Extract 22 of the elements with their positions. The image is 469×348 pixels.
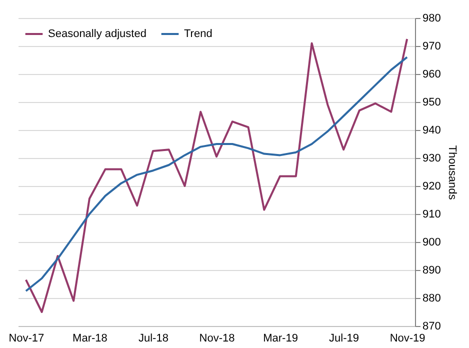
y-tick-label: 980 [422, 12, 441, 24]
x-tick-label: Nov-19 [390, 332, 426, 344]
y-tick-label: 880 [422, 292, 441, 304]
legend-label: Trend [184, 28, 212, 40]
x-tick-label: Mar-18 [72, 332, 108, 344]
x-tick-label: Nov-17 [8, 332, 44, 344]
y-tick-label: 950 [422, 96, 441, 108]
y-tick-label: 920 [422, 180, 441, 192]
y-tick-label: 900 [422, 236, 441, 248]
y-tick-label: 960 [422, 68, 441, 80]
legend-label: Seasonally adjusted [48, 28, 146, 40]
y-tick-label: 940 [422, 124, 441, 136]
y-tick-label: 870 [422, 320, 441, 332]
x-tick-label: Jul-19 [329, 332, 360, 344]
y-tick-label: 930 [422, 152, 441, 164]
x-tick-label: Jul-18 [138, 332, 168, 344]
y-axis-title: Thousands [446, 145, 458, 200]
y-tick-label: 910 [422, 208, 441, 220]
y-tick-label: 890 [422, 264, 441, 276]
x-tick-label: Mar-19 [263, 332, 298, 344]
x-tick-label: Nov-18 [199, 332, 235, 344]
y-tick-label: 970 [422, 40, 441, 52]
